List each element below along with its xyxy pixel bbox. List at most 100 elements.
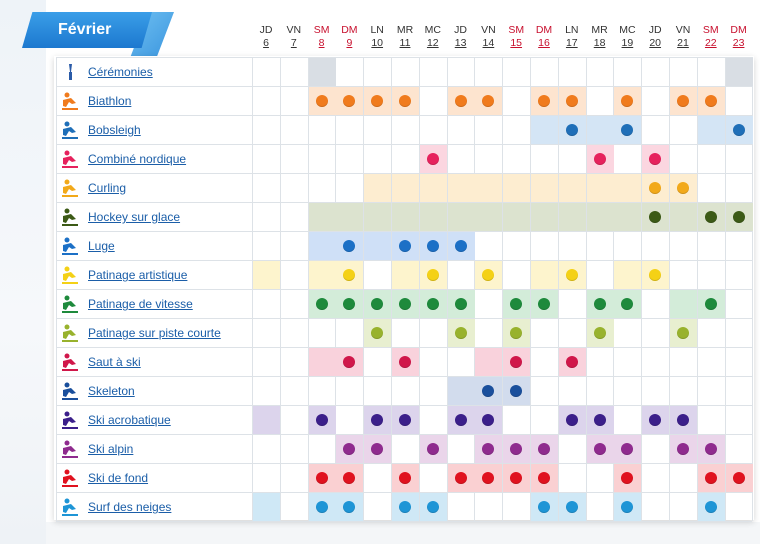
day-number[interactable]: 7: [290, 37, 297, 49]
medal-cell[interactable]: [531, 435, 558, 463]
medal-cell[interactable]: [559, 348, 586, 376]
medal-cell[interactable]: [475, 261, 502, 289]
event-cell[interactable]: [392, 174, 419, 202]
medal-cell[interactable]: [726, 203, 753, 231]
event-cell[interactable]: [670, 290, 697, 318]
medal-cell[interactable]: [587, 319, 614, 347]
medal-cell[interactable]: [559, 493, 586, 521]
day-number[interactable]: 16: [538, 37, 550, 49]
medal-cell[interactable]: [392, 348, 419, 376]
sport-link[interactable]: Skeleton: [88, 384, 135, 398]
event-cell[interactable]: [364, 203, 392, 231]
medal-cell[interactable]: [309, 493, 336, 521]
event-cell[interactable]: [531, 116, 558, 144]
day-number[interactable]: 8: [318, 37, 325, 49]
medal-cell[interactable]: [475, 464, 502, 492]
medal-cell[interactable]: [309, 87, 336, 115]
medal-cell[interactable]: [642, 261, 669, 289]
medal-cell[interactable]: [642, 406, 669, 434]
medal-cell[interactable]: [420, 290, 447, 318]
medal-cell[interactable]: [587, 435, 614, 463]
medal-cell[interactable]: [336, 261, 363, 289]
medal-cell[interactable]: [364, 290, 391, 318]
medal-cell[interactable]: [670, 174, 697, 202]
event-cell[interactable]: [336, 203, 364, 231]
event-cell[interactable]: [586, 174, 614, 202]
event-cell[interactable]: [447, 174, 475, 202]
medal-cell[interactable]: [698, 87, 725, 115]
event-cell[interactable]: [586, 116, 614, 144]
medal-cell[interactable]: [448, 464, 475, 492]
medal-cell[interactable]: [475, 377, 502, 405]
medal-cell[interactable]: [614, 435, 641, 463]
medal-cell[interactable]: [698, 464, 725, 492]
day-number[interactable]: 15: [510, 37, 523, 49]
event-cell[interactable]: [697, 116, 725, 144]
medal-cell[interactable]: [503, 319, 530, 347]
event-cell[interactable]: [725, 58, 753, 86]
day-number[interactable]: 22: [704, 37, 717, 49]
medal-cell[interactable]: [559, 116, 586, 144]
medal-cell[interactable]: [698, 493, 725, 521]
event-cell[interactable]: [614, 203, 642, 231]
medal-cell[interactable]: [336, 435, 363, 463]
day-number[interactable]: 11: [399, 37, 411, 49]
medal-cell[interactable]: [559, 87, 586, 115]
medal-cell[interactable]: [587, 145, 614, 173]
sport-link[interactable]: Biathlon: [88, 94, 132, 108]
event-cell[interactable]: [447, 203, 475, 231]
medal-cell[interactable]: [309, 464, 336, 492]
medal-cell[interactable]: [614, 116, 641, 144]
medal-cell[interactable]: [309, 290, 336, 318]
medal-cell[interactable]: [336, 290, 363, 318]
medal-cell[interactable]: [420, 145, 447, 173]
medal-cell[interactable]: [336, 493, 363, 521]
event-cell[interactable]: [253, 261, 280, 289]
medal-cell[interactable]: [531, 87, 558, 115]
medal-cell[interactable]: [531, 290, 558, 318]
medal-cell[interactable]: [614, 87, 641, 115]
medal-cell[interactable]: [336, 348, 363, 376]
sport-link[interactable]: Ski acrobatique: [88, 413, 171, 427]
sport-link[interactable]: Bobsleigh: [88, 123, 141, 137]
medal-cell[interactable]: [614, 493, 641, 521]
day-number[interactable]: 10: [371, 37, 384, 49]
event-cell[interactable]: [364, 174, 392, 202]
event-cell[interactable]: [419, 203, 447, 231]
day-number[interactable]: 20: [649, 37, 662, 49]
event-cell[interactable]: [475, 203, 503, 231]
medal-cell[interactable]: [392, 493, 419, 521]
medal-cell[interactable]: [420, 261, 447, 289]
medal-cell[interactable]: [336, 87, 363, 115]
medal-cell[interactable]: [726, 116, 753, 144]
sport-link[interactable]: Curling: [88, 181, 127, 195]
medal-cell[interactable]: [392, 406, 419, 434]
sport-link[interactable]: Cérémonies: [88, 65, 153, 79]
event-cell[interactable]: [392, 261, 419, 289]
event-cell[interactable]: [503, 203, 531, 231]
event-cell[interactable]: [558, 174, 586, 202]
medal-cell[interactable]: [364, 435, 391, 463]
day-number[interactable]: 9: [346, 37, 353, 49]
sport-link[interactable]: Combiné nordique: [88, 152, 187, 166]
medal-cell[interactable]: [614, 290, 641, 318]
sport-link[interactable]: Surf des neiges: [88, 500, 172, 514]
day-number[interactable]: 14: [482, 37, 495, 49]
month-tab[interactable]: Février: [22, 12, 152, 48]
medal-cell[interactable]: [420, 435, 447, 463]
medal-cell[interactable]: [503, 377, 530, 405]
event-cell[interactable]: [586, 203, 614, 231]
event-cell[interactable]: [503, 174, 531, 202]
medal-cell[interactable]: [698, 203, 725, 231]
medal-cell[interactable]: [531, 493, 558, 521]
medal-cell[interactable]: [503, 435, 530, 463]
medal-cell[interactable]: [448, 406, 475, 434]
sport-link[interactable]: Saut à ski: [88, 355, 141, 369]
event-cell[interactable]: [253, 493, 280, 521]
medal-cell[interactable]: [503, 464, 530, 492]
event-cell[interactable]: [475, 348, 503, 376]
medal-cell[interactable]: [392, 464, 419, 492]
sport-link[interactable]: Ski de fond: [88, 471, 149, 485]
day-number[interactable]: 12: [426, 37, 439, 49]
medal-cell[interactable]: [698, 435, 725, 463]
